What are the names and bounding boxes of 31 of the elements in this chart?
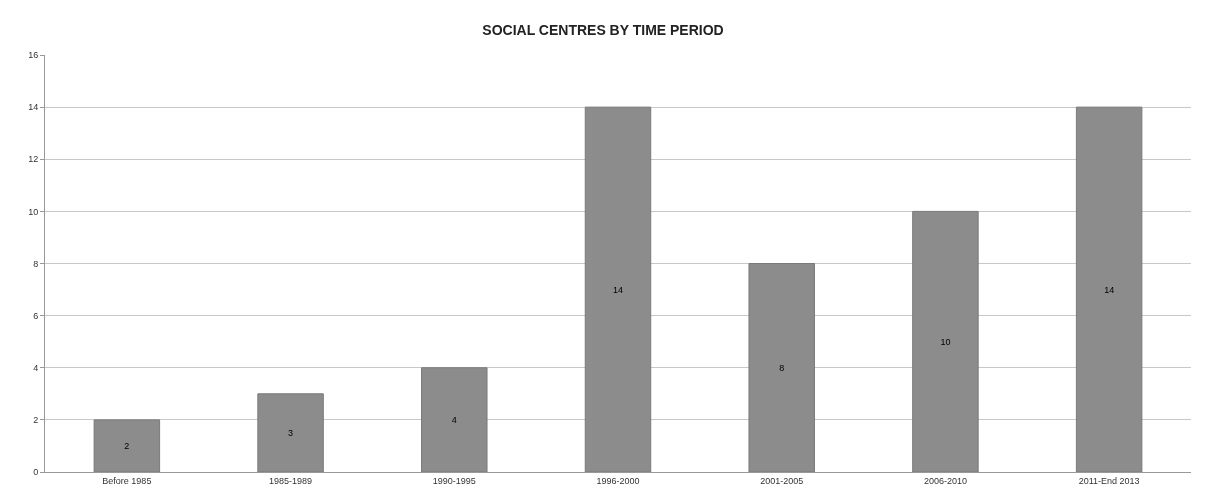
data-label: 4 [451,414,457,425]
y-tick-label: 4 [33,362,39,373]
data-label: 10 [940,336,951,347]
data-label: 8 [779,362,785,373]
data-label: 14 [612,284,624,295]
x-tick-label: 2011-End 2013 [1078,475,1140,486]
y-tick-label: 8 [33,258,39,269]
x-tick-label: 2006-2010 [923,475,967,486]
y-tick-label: 10 [28,206,39,217]
x-tick-label: 1996-2000 [596,475,640,486]
y-tick-label: 12 [28,154,39,165]
x-tick-label: Before 1985 [102,475,152,486]
x-tick-label: 2001-2005 [760,475,804,486]
bar [257,393,324,472]
bar [584,106,652,472]
y-tick-label: 14 [28,102,39,113]
data-label: 2 [124,440,130,451]
bar [93,419,161,472]
data-label: 3 [288,427,294,438]
bar [1075,106,1143,472]
y-tick-label: 16 [28,50,39,61]
y-tick-label: 6 [33,310,39,321]
x-tick-label: 1985-1989 [269,475,313,486]
y-tick-label: 0 [33,467,39,478]
bar [912,210,979,472]
y-tick-label: 2 [33,415,39,426]
bar [421,367,488,472]
x-tick-label: 1990-1995 [432,475,476,486]
bar [748,263,815,472]
chart-title: SOCIAL CENTRES BY TIME PERIOD [482,21,724,38]
data-label: 14 [1104,284,1115,295]
